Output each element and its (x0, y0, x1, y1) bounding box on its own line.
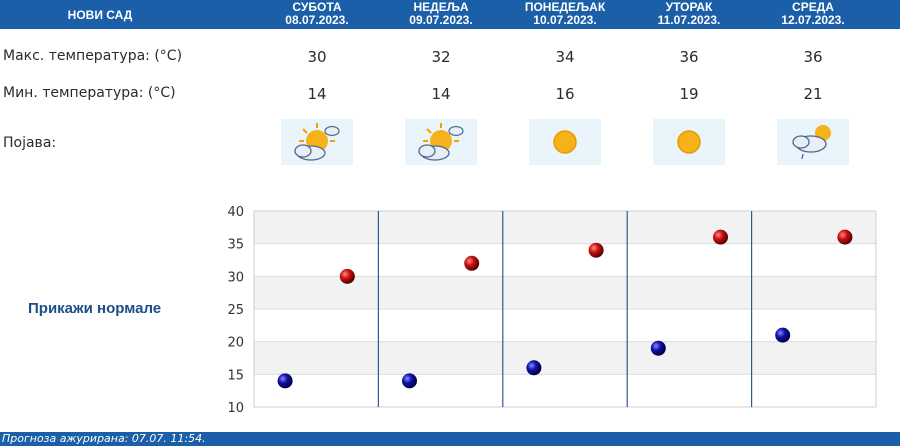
phenomenon-label: Појава: (3, 135, 57, 151)
sun-behind-cloud-icon (281, 119, 353, 165)
min-temp-point (277, 373, 293, 389)
min-temp-value: 16 (555, 85, 575, 103)
day-date: 08.07.2023. (285, 13, 349, 27)
grid-band (254, 276, 876, 309)
day-date: 11.07.2023. (657, 13, 721, 27)
max-temp-value: 30 (307, 48, 327, 66)
city-name: НОВИ САД (67, 7, 133, 22)
day-name: ПОНЕДЕЉАК (524, 0, 606, 14)
max-temp-label: Макс. температура: (°C) (3, 48, 183, 64)
min-temp-point (402, 373, 417, 389)
grid-band (254, 309, 876, 342)
min-temp-value: 21 (803, 85, 823, 103)
max-temp-point (588, 242, 604, 258)
cloud-sun-rain-icon (777, 119, 849, 165)
day-header-5: СРЕДА 12.07.2023. (751, 1, 875, 27)
day-name: НЕДЕЉА (413, 0, 469, 14)
min-temp-value: 14 (307, 85, 327, 103)
y-tick-label: 40 (227, 205, 244, 220)
y-tick-label: 35 (227, 238, 244, 253)
day-header-3: ПОНЕДЕЉАК 10.07.2023. (503, 1, 627, 27)
max-temp-value: 32 (431, 48, 451, 66)
sun-icon (529, 119, 601, 165)
day-header-1: СУБОТА 08.07.2023. (255, 1, 379, 27)
grid-band (254, 341, 876, 375)
show-normals-link[interactable]: Прикажи нормале (28, 300, 162, 317)
y-tick-label: 15 (227, 368, 244, 383)
min-temp-point (526, 360, 542, 376)
max-temp-point (837, 229, 853, 245)
max-temp-point (713, 229, 728, 245)
min-temp-value: 19 (679, 85, 699, 103)
max-temp-value: 34 (555, 48, 575, 66)
day-name: СУБОТА (292, 0, 342, 14)
min-temp-point (650, 340, 666, 356)
day-date: 10.07.2023. (533, 13, 597, 27)
grid-band (254, 211, 876, 244)
plot-frame (253, 210, 877, 408)
day-date: 12.07.2023. (781, 13, 845, 27)
grid-band (254, 374, 876, 407)
day-name: УТОРАК (665, 0, 713, 14)
max-temp-point (339, 268, 355, 284)
y-tick-label: 30 (227, 270, 244, 285)
max-temp-point (464, 255, 480, 271)
y-tick-label: 10 (227, 401, 244, 416)
y-tick-label: 25 (227, 303, 244, 318)
min-temp-label: Мин. температура: (°C) (3, 85, 176, 101)
day-date: 09.07.2023. (409, 13, 473, 27)
update-timestamp: Прогноза ажурирана: 07.07. 11:54. (2, 432, 206, 445)
y-tick-label: 20 (227, 336, 244, 351)
max-temp-value: 36 (679, 48, 699, 66)
forecast-header: НОВИ САД СУБОТА 08.07.2023. НЕДЕЉА 09.07… (0, 0, 900, 29)
max-temp-value: 36 (803, 48, 823, 66)
day-header-2: НЕДЕЉА 09.07.2023. (379, 1, 503, 27)
sun-icon (653, 119, 725, 165)
forecast-footer: Прогноза ажурирана: 07.07. 11:54. (0, 432, 900, 446)
grid-band (254, 243, 876, 277)
day-name: СРЕДА (792, 0, 834, 14)
min-temp-value: 14 (431, 85, 451, 103)
min-temp-point (775, 327, 791, 343)
sun-behind-cloud-icon (405, 119, 477, 165)
day-header-4: УТОРАК 11.07.2023. (627, 1, 751, 27)
